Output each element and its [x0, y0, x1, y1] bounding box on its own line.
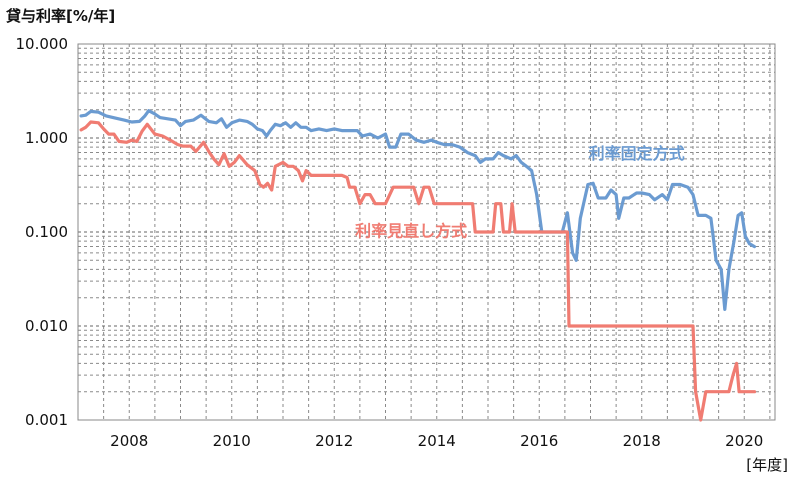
y-tick-label: 1.000: [25, 129, 68, 147]
x-axis-label: [年度]: [746, 456, 788, 474]
y-tick-label: 0.001: [25, 411, 68, 429]
y-tick-label: 0.100: [25, 223, 68, 241]
series-label-1: 利率見直し方式: [355, 221, 467, 240]
y-tick-label: 0.010: [25, 317, 68, 335]
y-tick-label: 10.000: [16, 35, 69, 53]
x-tick-label: 2020: [725, 432, 763, 450]
x-tick-label: 2010: [213, 432, 251, 450]
y-axis-label: 貸与利率[%/年]: [6, 7, 115, 25]
x-tick-labels: 2008 2010 2012 2014 2016 2018 2020: [110, 432, 763, 450]
plot-frame: [77, 43, 776, 421]
x-tick-label: 2012: [315, 432, 353, 450]
series-line-1: [79, 120, 757, 422]
x-tick-label: 2008: [110, 432, 148, 450]
x-tick-label: 2014: [418, 432, 456, 450]
series-line-0: [79, 109, 757, 311]
x-tick-label: 2016: [520, 432, 558, 450]
x-tick-label: 2018: [623, 432, 661, 450]
series-lines: [79, 109, 757, 422]
y-tick-labels: 10.000 1.000 0.100 0.010 0.001: [16, 35, 69, 429]
series-label-0: 利率固定方式: [589, 144, 685, 163]
